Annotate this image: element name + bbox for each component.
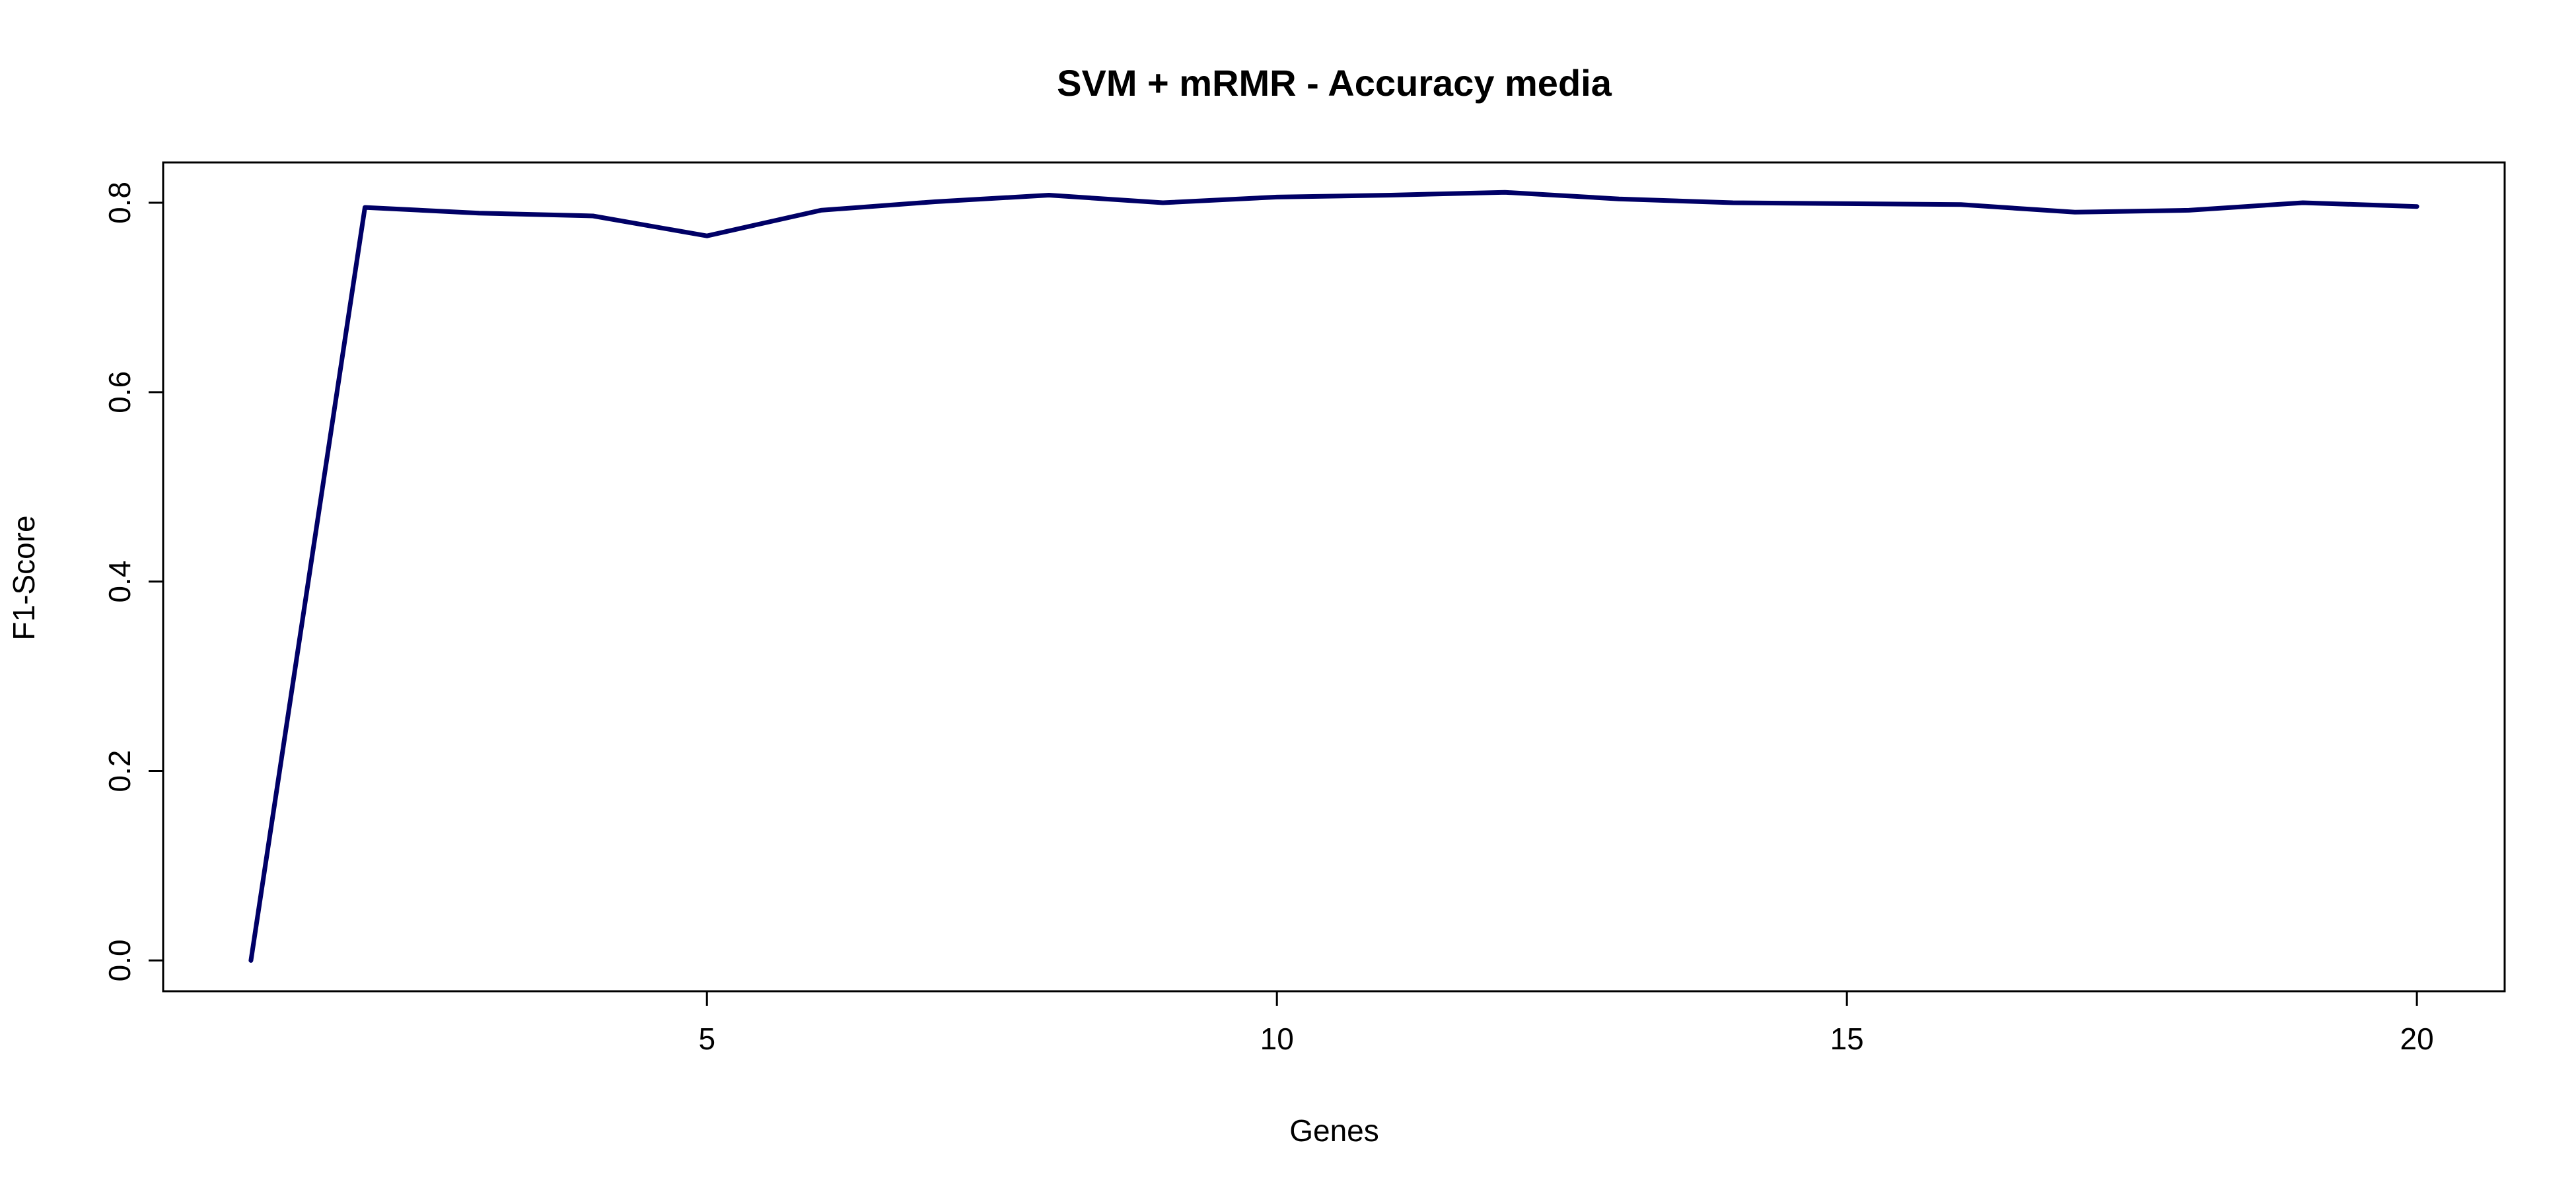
y-axis: 0.0 0.2 0.4 0.6 0.8 [102,182,164,981]
y-axis-label: F1-Score [7,515,41,640]
y-tick-label: 0.8 [102,182,137,224]
x-tick-label: 10 [1260,1022,1294,1056]
x-tick-label: 15 [1830,1022,1864,1056]
y-tick-label: 0.0 [102,939,137,981]
x-axis: 5 10 15 20 [698,990,2434,1056]
x-tick-label: 20 [2400,1022,2434,1056]
series-line [248,190,2419,963]
y-tick-label: 0.6 [102,371,137,413]
y-tick-label: 0.4 [102,561,137,603]
x-axis-label: Genes [1289,1113,1379,1148]
x-tick-label: 5 [698,1022,715,1056]
series-layer [248,190,2419,963]
chart-title: SVM + mRMR - Accuracy media [1057,62,1612,104]
y-tick-label: 0.2 [102,750,137,792]
plot-frame [162,161,2506,993]
